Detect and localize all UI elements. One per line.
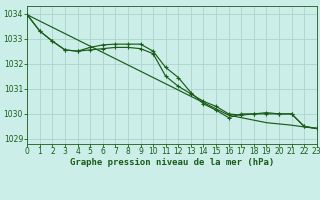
X-axis label: Graphe pression niveau de la mer (hPa): Graphe pression niveau de la mer (hPa) [70, 158, 274, 167]
